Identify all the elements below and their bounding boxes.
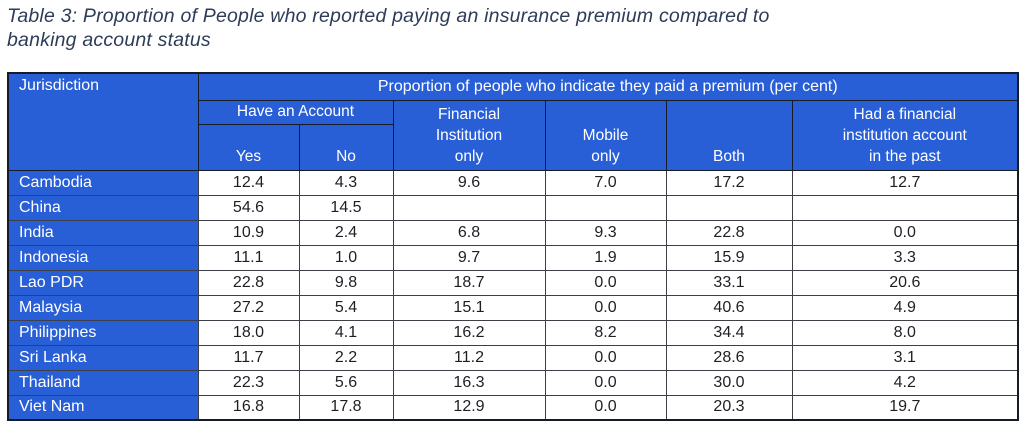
- value-cell-fi-only: 12.9: [392, 394, 546, 421]
- value-cell-both: 20.3: [665, 394, 793, 421]
- value-cell-had-fi-past: [791, 194, 1019, 221]
- value-cell-no: 4.3: [298, 169, 394, 196]
- premium-table: Jurisdiction Proportion of people who in…: [7, 72, 1020, 421]
- value-cell-mobile-only: 8.2: [544, 319, 667, 346]
- col-header-financial-institution-only: Financial Institution only: [392, 99, 546, 171]
- value-cell-no: 14.5: [298, 194, 394, 221]
- value-cell-mobile-only: 0.0: [544, 394, 667, 421]
- value-cell-had-fi-past: 12.7: [791, 169, 1019, 196]
- value-cell-yes: 12.4: [197, 169, 300, 196]
- header-row-subgroup: Have an Account Financial Institution on…: [8, 99, 1019, 171]
- table-caption: Table 3: Proportion of People who report…: [7, 5, 770, 51]
- value-cell-mobile-only: 0.0: [544, 294, 667, 321]
- header-row-yes-no: Yes No: [8, 123, 1018, 171]
- value-cell-yes: 27.2: [197, 294, 300, 321]
- table-row: Cambodia 12.4 4.3 9.6 7.0 17.2 12.7: [7, 169, 1019, 196]
- value-cell-no: 4.1: [298, 319, 394, 346]
- value-cell-yes: 10.9: [197, 219, 300, 246]
- value-cell-fi-only: 18.7: [392, 269, 546, 296]
- jurisdiction-cell: China: [7, 194, 199, 221]
- table-row: China 54.6 14.5: [7, 194, 1019, 221]
- jurisdiction-cell: Indonesia: [7, 244, 199, 271]
- value-cell-fi-only: 16.2: [392, 319, 546, 346]
- table-row: Indonesia 11.1 1.0 9.7 1.9 15.9 3.3: [7, 244, 1019, 271]
- table-row: Sri Lanka 11.7 2.2 11.2 0.0 28.6 3.1: [7, 344, 1019, 371]
- value-cell-fi-only: 6.8: [392, 219, 546, 246]
- table-row: Thailand 22.3 5.6 16.3 0.0 30.0 4.2: [7, 369, 1019, 396]
- table-row: Philippines 18.0 4.1 16.2 8.2 34.4 8.0: [7, 319, 1019, 346]
- value-cell-both: 34.4: [665, 319, 793, 346]
- value-cell-fi-only: [392, 194, 546, 221]
- value-cell-no: 9.8: [298, 269, 394, 296]
- col-header-no: No: [298, 123, 394, 171]
- col-header-had-fi-account-past: Had a financial institution account in t…: [791, 99, 1019, 171]
- value-cell-both: 33.1: [665, 269, 793, 296]
- value-cell-fi-only: 9.6: [392, 169, 546, 196]
- value-cell-fi-only: 9.7: [392, 244, 546, 271]
- col-header-mobile-only: Mobile only: [544, 99, 667, 171]
- value-cell-had-fi-past: 8.0: [791, 319, 1019, 346]
- value-cell-no: 2.2: [298, 344, 394, 371]
- value-cell-mobile-only: [544, 194, 667, 221]
- corner-header-jurisdiction: Jurisdiction: [7, 72, 199, 171]
- value-cell-had-fi-past: 3.3: [791, 244, 1019, 271]
- value-cell-mobile-only: 0.0: [544, 369, 667, 396]
- col-header-both: Both: [665, 99, 793, 171]
- value-cell-mobile-only: 0.0: [544, 269, 667, 296]
- value-cell-yes: 22.8: [197, 269, 300, 296]
- value-cell-had-fi-past: 4.9: [791, 294, 1019, 321]
- jurisdiction-cell: Sri Lanka: [7, 344, 199, 371]
- value-cell-yes: 11.7: [197, 344, 300, 371]
- value-cell-yes: 18.0: [197, 319, 300, 346]
- table-row: Malaysia 27.2 5.4 15.1 0.0 40.6 4.9: [7, 294, 1019, 321]
- value-cell-both: 28.6: [665, 344, 793, 371]
- jurisdiction-cell: Lao PDR: [7, 269, 199, 296]
- value-cell-fi-only: 16.3: [392, 369, 546, 396]
- value-cell-no: 2.4: [298, 219, 394, 246]
- table-row: India 10.9 2.4 6.8 9.3 22.8 0.0: [7, 219, 1019, 246]
- value-cell-no: 17.8: [298, 394, 394, 421]
- value-cell-no: 5.6: [298, 369, 394, 396]
- value-cell-mobile-only: 7.0: [544, 169, 667, 196]
- value-cell-had-fi-past: 4.2: [791, 369, 1019, 396]
- table-row: Viet Nam 16.8 17.8 12.9 0.0 20.3 19.7: [7, 394, 1019, 421]
- value-cell-both: 22.8: [665, 219, 793, 246]
- value-cell-mobile-only: 0.0: [544, 344, 667, 371]
- jurisdiction-cell: Malaysia: [7, 294, 199, 321]
- value-cell-had-fi-past: 0.0: [791, 219, 1019, 246]
- value-cell-yes: 54.6: [197, 194, 300, 221]
- value-cell-fi-only: 11.2: [392, 344, 546, 371]
- value-cell-had-fi-past: 3.1: [791, 344, 1019, 371]
- header-row-group: Jurisdiction Proportion of people who in…: [7, 72, 1019, 171]
- value-cell-mobile-only: 9.3: [544, 219, 667, 246]
- value-cell-yes: 11.1: [197, 244, 300, 271]
- jurisdiction-cell: Philippines: [7, 319, 199, 346]
- value-cell-both: 30.0: [665, 369, 793, 396]
- value-cell-both: [665, 194, 793, 221]
- value-cell-fi-only: 15.1: [392, 294, 546, 321]
- value-cell-had-fi-past: 20.6: [791, 269, 1019, 296]
- col-header-yes: Yes: [197, 123, 300, 171]
- value-cell-had-fi-past: 19.7: [791, 394, 1019, 421]
- value-cell-both: 15.9: [665, 244, 793, 271]
- value-cell-both: 17.2: [665, 169, 793, 196]
- jurisdiction-cell: Thailand: [7, 369, 199, 396]
- jurisdiction-cell: Viet Nam: [7, 394, 199, 421]
- group-header-proportion: Proportion of people who indicate they p…: [197, 72, 1019, 101]
- subgroup-header-have-account: Have an Account: [197, 99, 394, 125]
- table-row: Lao PDR 22.8 9.8 18.7 0.0 33.1 20.6: [7, 269, 1019, 296]
- value-cell-mobile-only: 1.9: [544, 244, 667, 271]
- value-cell-yes: 22.3: [197, 369, 300, 396]
- value-cell-both: 40.6: [665, 294, 793, 321]
- jurisdiction-cell: Cambodia: [7, 169, 199, 196]
- value-cell-no: 5.4: [298, 294, 394, 321]
- jurisdiction-cell: India: [7, 219, 199, 246]
- value-cell-no: 1.0: [298, 244, 394, 271]
- value-cell-yes: 16.8: [197, 394, 300, 421]
